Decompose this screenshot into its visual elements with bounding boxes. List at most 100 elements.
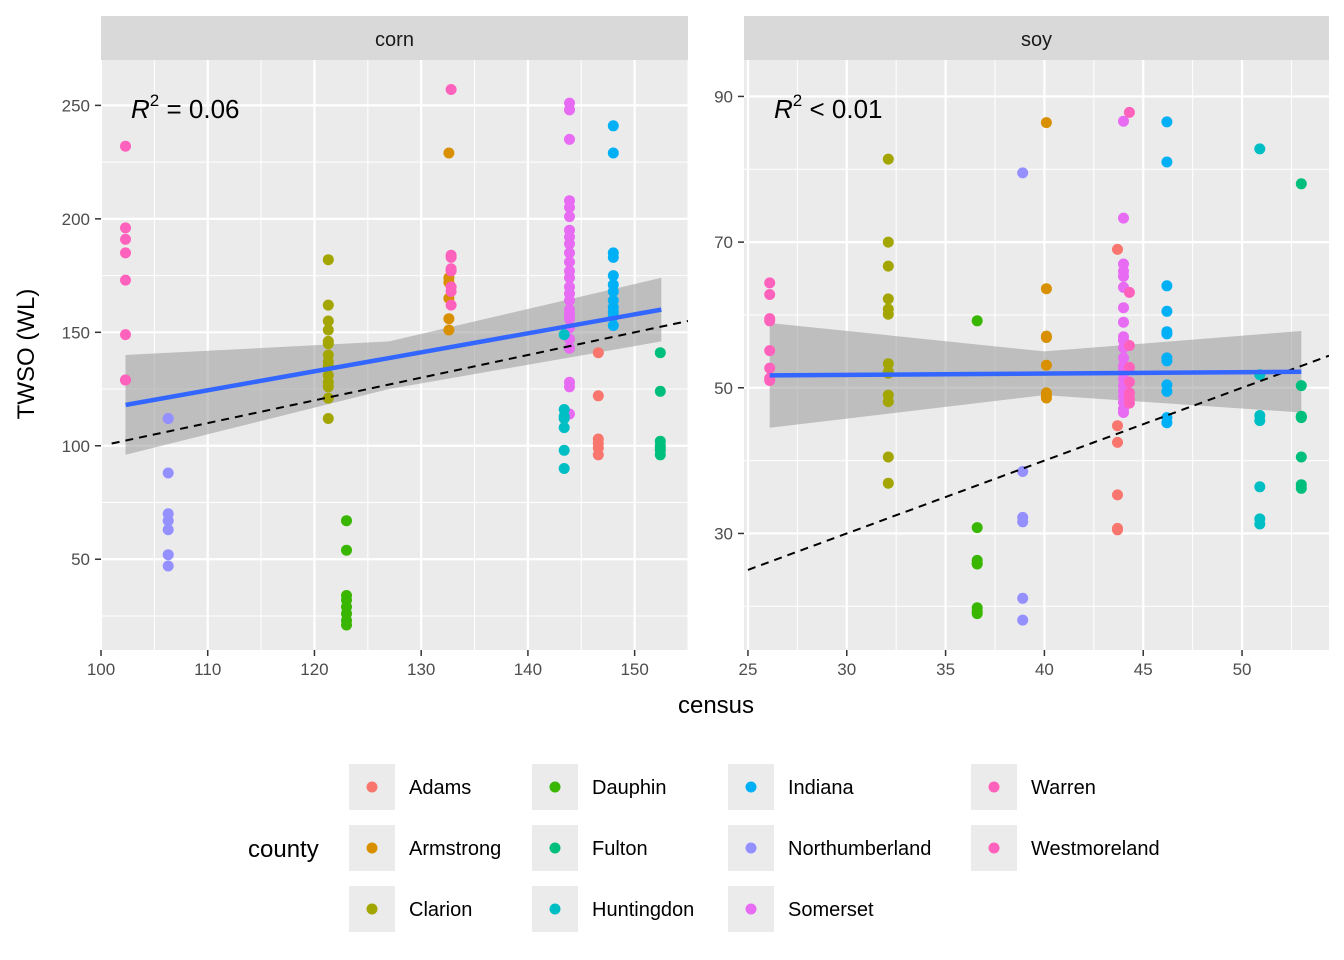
data-point-adams xyxy=(1112,243,1123,255)
regression-fit-line xyxy=(769,369,1302,378)
legend-item-warren: Warren xyxy=(971,764,1096,810)
facet-strip-label: corn xyxy=(375,29,414,51)
y-tick-label: 70 xyxy=(714,233,733,252)
data-point-huntingdon xyxy=(1254,518,1266,530)
legend-item-dauphin: Dauphin xyxy=(532,764,667,810)
y-tick-label: 30 xyxy=(714,524,733,543)
data-point-westmoreland xyxy=(445,265,457,277)
y-axis-title: TWSO (WL) xyxy=(13,289,40,420)
legend-key-dot xyxy=(549,842,561,854)
data-point-northumberland xyxy=(1017,614,1029,626)
data-point-adams xyxy=(1112,420,1123,432)
data-point-warren xyxy=(120,247,131,259)
data-point-huntingdon xyxy=(558,329,570,341)
data-point-armstrong xyxy=(1040,390,1052,402)
legend-label: Armstrong xyxy=(409,838,501,860)
legend-key-dot xyxy=(745,903,757,915)
y-tick-label: 50 xyxy=(714,379,733,398)
data-point-warren xyxy=(120,140,131,152)
data-point-dauphin xyxy=(341,515,352,527)
data-point-clarion xyxy=(322,324,334,336)
data-point-somerset xyxy=(564,295,575,306)
y-tick-label: 100 xyxy=(62,437,90,456)
data-point-dauphin xyxy=(341,619,352,631)
data-point-armstrong xyxy=(1040,117,1052,129)
data-point-warren xyxy=(120,329,131,341)
data-point-clarion xyxy=(882,477,894,489)
data-point-indiana xyxy=(607,320,619,331)
x-tick-label: 130 xyxy=(407,660,435,679)
data-point-somerset xyxy=(564,272,575,284)
identity-dashed-line xyxy=(111,319,688,445)
data-point-somerset xyxy=(1118,270,1129,282)
legend-label: Westmoreland xyxy=(1031,838,1160,860)
data-point-dauphin xyxy=(971,557,983,569)
x-tick-label: 30 xyxy=(837,660,856,679)
data-point-clarion xyxy=(882,293,894,305)
x-tick-label: 40 xyxy=(1035,660,1054,679)
facet-strip-soy xyxy=(744,16,1329,60)
legend-label: Fulton xyxy=(592,838,648,860)
identity-dashed-line xyxy=(747,354,1329,571)
legend-key-dot xyxy=(988,842,1000,854)
data-point-warren xyxy=(120,222,131,234)
x-tick-label: 100 xyxy=(87,660,115,679)
data-point-northumberland xyxy=(162,549,174,561)
data-point-armstrong xyxy=(1040,359,1052,371)
data-point-somerset xyxy=(564,247,575,259)
data-point-huntingdon xyxy=(558,413,570,424)
data-point-indiana xyxy=(607,147,619,159)
data-point-indiana xyxy=(607,120,619,132)
data-point-northumberland xyxy=(1017,592,1029,604)
legend-label: Warren xyxy=(1031,777,1096,799)
legend-key-dot xyxy=(366,781,378,793)
data-point-warren xyxy=(764,362,776,374)
data-point-somerset xyxy=(564,104,575,116)
data-point-westmoreland xyxy=(1123,106,1135,118)
data-point-warren xyxy=(764,345,776,357)
data-point-westmoreland xyxy=(1123,340,1135,351)
legend-key-dot xyxy=(745,842,757,854)
data-point-adams xyxy=(1112,436,1123,448)
data-point-huntingdon xyxy=(1254,481,1266,493)
data-point-northumberland xyxy=(162,467,174,479)
data-point-huntingdon xyxy=(1254,143,1266,155)
data-point-indiana xyxy=(607,251,619,263)
data-point-fulton xyxy=(1295,411,1307,423)
legend-item-somerset: Somerset xyxy=(728,886,874,932)
x-tick-label: 110 xyxy=(194,660,221,679)
data-point-somerset xyxy=(564,304,575,316)
r-squared-symbol: R xyxy=(774,94,793,124)
legend-key-dot xyxy=(988,781,1000,793)
data-point-westmoreland xyxy=(445,286,457,297)
legend-item-clarion: Clarion xyxy=(349,886,472,932)
data-point-somerset xyxy=(564,342,575,354)
legend-key-dot xyxy=(366,903,378,915)
data-point-clarion xyxy=(322,381,334,393)
data-point-clarion xyxy=(322,338,334,350)
data-point-clarion xyxy=(882,260,894,272)
data-point-adams xyxy=(592,449,604,461)
x-tick-label: 25 xyxy=(738,660,757,679)
data-point-somerset xyxy=(564,211,575,223)
data-point-clarion xyxy=(882,153,894,165)
data-point-somerset xyxy=(1118,407,1129,418)
data-point-somerset xyxy=(564,381,575,393)
data-point-indiana xyxy=(1161,156,1173,168)
data-point-clarion xyxy=(882,308,894,320)
x-tick-label: 35 xyxy=(936,660,955,679)
r-squared-symbol: R xyxy=(131,94,150,124)
data-point-somerset xyxy=(564,238,575,250)
data-point-clarion xyxy=(322,254,334,266)
data-point-somerset xyxy=(1118,352,1129,364)
data-point-adams xyxy=(592,390,604,402)
data-point-fulton xyxy=(654,442,666,454)
data-point-somerset xyxy=(1118,212,1129,224)
data-point-armstrong xyxy=(443,324,455,336)
r-squared-value: = 0.06 xyxy=(159,94,239,124)
x-axis-title: census xyxy=(678,692,754,719)
legend-item-huntingdon: Huntingdon xyxy=(532,886,694,932)
data-point-westmoreland xyxy=(1123,286,1135,298)
